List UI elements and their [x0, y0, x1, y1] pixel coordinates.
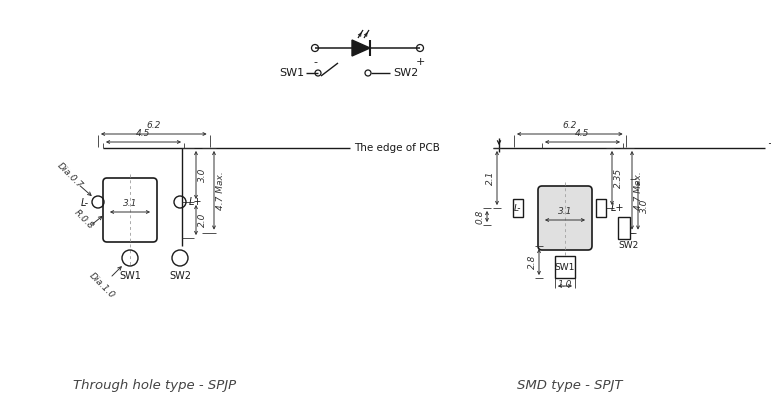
- Text: 4.7 Max.: 4.7 Max.: [634, 171, 643, 210]
- Text: SW1: SW1: [119, 271, 141, 281]
- Text: SW1: SW1: [555, 262, 575, 271]
- FancyBboxPatch shape: [538, 186, 592, 250]
- Text: The edge of PCB: The edge of PCB: [354, 143, 440, 153]
- Text: SW1: SW1: [279, 68, 304, 78]
- Text: 2.0: 2.0: [198, 213, 207, 227]
- Text: L+: L+: [189, 197, 203, 207]
- Bar: [618, 217, 630, 239]
- Text: 4.5: 4.5: [575, 129, 590, 138]
- Text: 2.1: 2.1: [486, 171, 495, 185]
- Bar: [596, 199, 606, 217]
- Text: 3.1: 3.1: [123, 199, 137, 208]
- Text: 1.0: 1.0: [557, 280, 572, 289]
- Text: 3.1: 3.1: [557, 207, 572, 216]
- Bar: [555, 256, 575, 278]
- Text: Through hole type - SPJP: Through hole type - SPJP: [73, 379, 237, 392]
- Text: SW2: SW2: [393, 68, 418, 78]
- Text: SW2: SW2: [618, 241, 638, 250]
- Bar: [513, 199, 523, 217]
- Text: 3.0: 3.0: [640, 198, 649, 213]
- Text: Dia.0.7: Dia.0.7: [56, 161, 85, 191]
- Text: 0.8: 0.8: [476, 209, 485, 224]
- Text: L+: L+: [611, 203, 625, 213]
- Text: 2.8: 2.8: [528, 255, 537, 269]
- Text: +: +: [416, 57, 425, 67]
- Text: -: -: [313, 57, 317, 67]
- FancyBboxPatch shape: [103, 178, 157, 242]
- Text: 4.5: 4.5: [136, 129, 150, 138]
- Text: Dia.1.0: Dia.1.0: [87, 271, 116, 301]
- Text: 2.35: 2.35: [614, 168, 623, 188]
- Polygon shape: [352, 40, 370, 56]
- Text: The edge of PCB: The edge of PCB: [768, 143, 771, 153]
- Text: 4.7 Max.: 4.7 Max.: [216, 171, 225, 210]
- Text: R.0.8: R.0.8: [72, 208, 96, 231]
- Text: SMD type - SPJT: SMD type - SPJT: [517, 379, 623, 392]
- Text: L-: L-: [81, 198, 89, 208]
- Text: 3.0: 3.0: [198, 168, 207, 182]
- Text: 6.2: 6.2: [146, 121, 161, 130]
- Text: L-: L-: [514, 203, 522, 213]
- Text: 6.2: 6.2: [563, 121, 577, 130]
- Text: SW2: SW2: [169, 271, 191, 281]
